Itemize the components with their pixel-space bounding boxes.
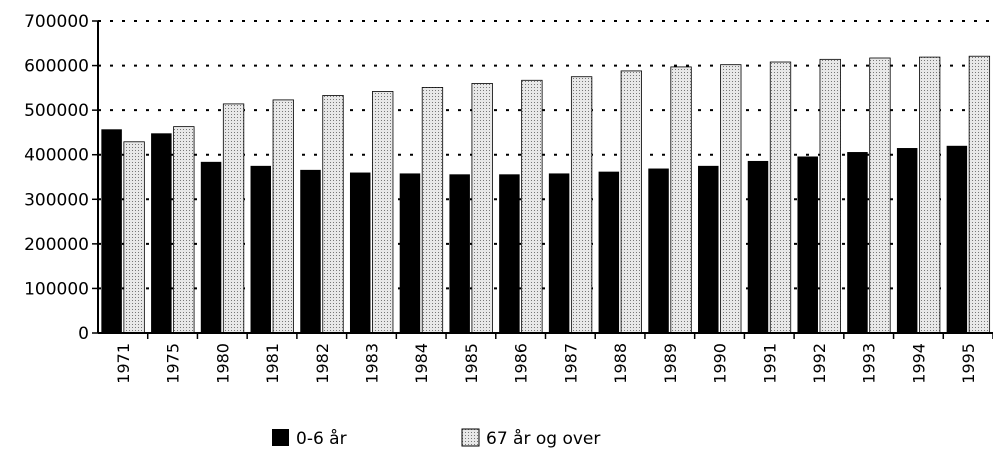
bar-67-og-over bbox=[819, 58, 841, 334]
x-tick-label: 1986 bbox=[512, 343, 531, 384]
bar-0-6 bbox=[548, 173, 570, 333]
y-tick-labels: 0 100000 200000 300000 400000 500000 600000 700… bbox=[24, 12, 89, 344]
bar-67-og-over bbox=[769, 61, 792, 334]
x-tick-label: 1989 bbox=[661, 343, 680, 384]
bar-0-6 bbox=[499, 174, 520, 333]
bar-0-6 bbox=[946, 145, 968, 333]
x-tick-label: 1992 bbox=[810, 343, 829, 384]
bar-67-og-over bbox=[620, 70, 642, 334]
bar-0-6 bbox=[399, 173, 421, 333]
bar-0-6 bbox=[598, 171, 620, 333]
bar-0-6 bbox=[896, 148, 918, 333]
legend-swatch-0-6 bbox=[272, 429, 289, 446]
y-tick-label: 100000 bbox=[24, 279, 89, 299]
x-tick-labels: 1971 1975 1980 1981 1982 1983 1984 1985 1986 1987… bbox=[114, 343, 978, 384]
bar-0-6 bbox=[847, 152, 868, 333]
x-tick-label: 1988 bbox=[611, 343, 630, 384]
bar-0-6 bbox=[747, 160, 769, 333]
bar-67-og-over bbox=[372, 91, 394, 334]
y-tick-label: 600000 bbox=[24, 57, 89, 77]
bar-67-og-over bbox=[173, 126, 195, 334]
axes bbox=[92, 20, 993, 339]
bar-67-og-over bbox=[421, 87, 444, 334]
x-tick-label: 1975 bbox=[164, 343, 183, 384]
y-tick-label: 500000 bbox=[24, 101, 89, 121]
bar-0-6 bbox=[151, 133, 172, 333]
bar-67-og-over bbox=[720, 64, 742, 334]
legend-label-0-6: 0-6 år bbox=[296, 428, 347, 449]
bar-67-og-over bbox=[222, 103, 245, 334]
bar-67-og-over bbox=[670, 66, 692, 334]
x-tick-label: 1983 bbox=[362, 343, 381, 384]
bar-0-6 bbox=[200, 161, 222, 333]
bar-0-6 bbox=[250, 165, 272, 333]
x-tick-label: 1994 bbox=[909, 343, 928, 384]
bar-67-og-over bbox=[322, 95, 344, 334]
bar-67-og-over bbox=[968, 55, 991, 334]
x-tick-label: 1995 bbox=[959, 343, 978, 384]
y-tick-label: 400000 bbox=[24, 146, 89, 166]
legend-label-67-og-over: 67 år og over bbox=[486, 428, 600, 449]
bar-67-og-over bbox=[272, 99, 294, 334]
x-tick-label: 1981 bbox=[263, 343, 282, 384]
bar-0-6 bbox=[300, 169, 321, 333]
bars bbox=[101, 55, 991, 334]
x-tick-label: 1987 bbox=[561, 343, 580, 384]
x-tick-label: 1993 bbox=[860, 343, 879, 384]
bar-67-og-over bbox=[570, 76, 593, 334]
x-tick-label: 1984 bbox=[412, 343, 431, 384]
bar-0-6 bbox=[349, 172, 371, 333]
x-tick-label: 1985 bbox=[462, 343, 481, 384]
x-tick-label: 1980 bbox=[213, 343, 232, 384]
gridlines bbox=[98, 20, 993, 290]
x-tick-label: 1971 bbox=[114, 343, 133, 384]
bar-67-og-over bbox=[919, 56, 941, 334]
bar-67-og-over bbox=[869, 57, 891, 334]
y-tick-label: 700000 bbox=[24, 12, 89, 32]
legend-swatch-67-og-over bbox=[461, 428, 480, 447]
legend: 0-6 år 67 år og over bbox=[272, 428, 600, 449]
bar-67-og-over bbox=[521, 79, 543, 334]
x-tick-label: 1982 bbox=[313, 343, 332, 384]
bar-0-6 bbox=[101, 129, 122, 333]
x-tick-label: 1990 bbox=[711, 343, 730, 384]
bar-0-6 bbox=[648, 168, 669, 333]
x-tick-label: 1991 bbox=[760, 343, 779, 384]
y-tick-label: 200000 bbox=[24, 235, 89, 255]
bar-67-og-over bbox=[471, 83, 493, 334]
bar-0-6 bbox=[797, 156, 818, 333]
bar-0-6 bbox=[449, 174, 470, 333]
bar-67-og-over bbox=[123, 141, 145, 334]
y-tick-label: 0 bbox=[78, 324, 89, 344]
y-tick-label: 300000 bbox=[24, 190, 89, 210]
bar-0-6 bbox=[698, 165, 719, 333]
